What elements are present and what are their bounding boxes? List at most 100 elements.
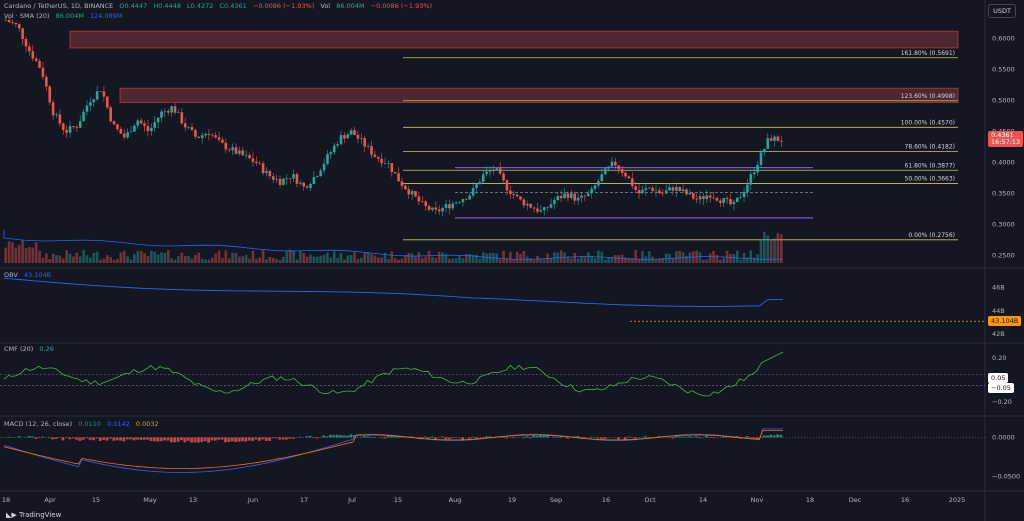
macd-label[interactable]: MACD (12, 26, close) (4, 420, 73, 428)
vol-sma-label[interactable]: Vol · SMA (20) (4, 12, 50, 20)
cmf-label[interactable]: CMF (20) (4, 345, 34, 353)
candle-body (332, 145, 336, 153)
volume-bar (305, 256, 309, 263)
volume-bar (475, 254, 478, 263)
volume-bar (536, 255, 539, 263)
vol-sma-header: Vol · SMA (20) 86.004M 124.089M (4, 12, 127, 21)
volume-bar (485, 253, 488, 263)
volume-bar (414, 256, 417, 263)
macd-histogram-bar (200, 437, 204, 443)
macd-histogram-bar (190, 437, 194, 443)
obv-label[interactable]: OBV (4, 271, 18, 279)
volume-bar (437, 251, 441, 263)
macd-histogram-bar (159, 437, 163, 442)
macd-histogram-bar (125, 437, 129, 440)
volume-bar (461, 258, 465, 263)
candle-body (752, 172, 756, 175)
volume-bar (150, 250, 153, 263)
candle-body (742, 192, 746, 197)
volume-bar (316, 256, 319, 263)
volume-bar (759, 239, 763, 263)
volume-bar (586, 252, 590, 263)
macd-histogram-bar (17, 436, 21, 438)
candle-body (268, 170, 272, 177)
volume-bar (346, 255, 350, 263)
volume-bar (502, 250, 505, 263)
candle-body (691, 192, 695, 199)
time-tick-label: 18 (806, 496, 814, 504)
volume-bar (749, 250, 753, 263)
volume-bar (763, 231, 766, 263)
macd-histogram-bar (468, 437, 471, 439)
low-value: L0.4272 (187, 2, 214, 10)
symbol-title[interactable]: Cardano / TetherUS, 1D, BINANCE (4, 2, 114, 10)
candle-body (519, 196, 522, 200)
currency-button[interactable]: USDT (988, 4, 1016, 18)
volume-bar (400, 258, 404, 263)
candle-body (224, 142, 228, 150)
macd-histogram-bar (471, 436, 475, 438)
tradingview-logo[interactable]: ◣▶ TradingView (6, 511, 61, 519)
macd-histogram-bar (98, 437, 102, 442)
volume-bar (532, 259, 536, 263)
volume-bar (122, 250, 126, 263)
macd-histogram-bar (454, 437, 458, 438)
candle-body (478, 181, 482, 185)
volume-bar (363, 253, 367, 263)
macd-histogram-bar (352, 435, 356, 438)
volume-bar (109, 257, 112, 263)
volume-bar (48, 259, 52, 263)
volume-bar (654, 259, 658, 263)
volume-bar (92, 253, 96, 263)
vol-value: 86.004M (336, 2, 365, 10)
macd-histogram-bar (329, 434, 332, 438)
macd-histogram-bar (166, 437, 170, 441)
candle-body (685, 189, 688, 195)
volume-bar (319, 255, 322, 263)
candle-body (45, 76, 48, 87)
candle-body (143, 123, 146, 126)
candle-body (597, 181, 600, 186)
volume-bar (45, 253, 48, 263)
candle-body (698, 196, 702, 200)
time-tick-label: 14 (699, 496, 707, 504)
macd-histogram-bar (342, 435, 346, 438)
macd-histogram-bar (264, 437, 268, 441)
candle-body (610, 161, 614, 167)
volume-bar (349, 255, 353, 263)
volume-bar (180, 252, 184, 263)
candle-body (586, 193, 590, 197)
cmf-upper-badge: 0.05 (988, 373, 1009, 383)
candle-body (468, 195, 471, 200)
volume-bar (299, 250, 302, 263)
volume-bar (4, 247, 7, 263)
high-value: H0.4448 (153, 2, 181, 10)
macd-histogram-bar (363, 436, 366, 438)
candle-body (427, 205, 431, 210)
volume-bar (329, 257, 333, 263)
candle-body (763, 148, 766, 153)
candle-body (465, 199, 468, 200)
candle-body (241, 150, 245, 156)
candle-body (72, 126, 75, 128)
macd-histogram-bar (31, 436, 34, 438)
volume-bar (627, 257, 631, 263)
volume-bar (244, 254, 248, 263)
volume-bar (752, 257, 756, 263)
macd-histogram-bar (444, 437, 448, 440)
macd-histogram-bar (617, 437, 620, 440)
candle-body (275, 178, 278, 180)
cmf-tick-label: 0.20 (992, 354, 1006, 362)
volume-bar (373, 255, 377, 263)
fib-label: 123.60% (0.4998) (901, 93, 955, 100)
volume-sma-line (3, 230, 784, 260)
candle-body (387, 163, 390, 164)
candle-body (634, 186, 637, 191)
volume-bar (217, 250, 221, 263)
volume-bar (698, 252, 702, 263)
cmf-line (3, 351, 784, 397)
candle-body (244, 154, 248, 156)
volume-bar (478, 258, 482, 263)
candle-body (488, 170, 492, 172)
